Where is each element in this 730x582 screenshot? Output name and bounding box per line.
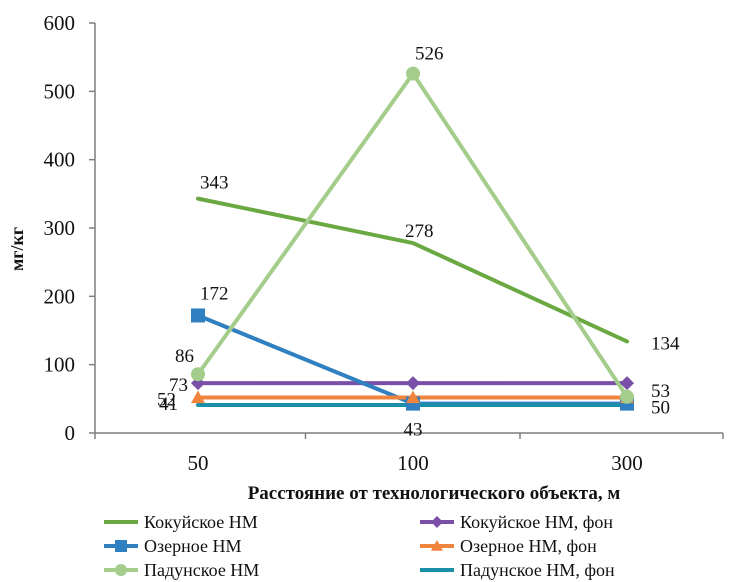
data-point-circle bbox=[115, 564, 127, 576]
data-point-circle bbox=[620, 389, 634, 404]
x-tick-label: 100 bbox=[397, 451, 429, 475]
data-label: 278 bbox=[405, 221, 434, 242]
y-tick-label: 300 bbox=[44, 216, 76, 240]
data-label: 43 bbox=[404, 420, 423, 441]
y-tick-label: 200 bbox=[44, 284, 76, 308]
series-line bbox=[196, 313, 629, 406]
x-tick-label: 50 bbox=[188, 451, 209, 475]
series-line bbox=[196, 196, 629, 344]
data-point-square bbox=[191, 308, 205, 323]
y-tick-label: 600 bbox=[44, 11, 76, 35]
data-label: 526 bbox=[415, 44, 444, 65]
data-point-diamond bbox=[406, 376, 420, 391]
data-label: 52 bbox=[157, 389, 176, 410]
legend-item: Кокуйское НМ bbox=[104, 512, 258, 532]
data-point-circle bbox=[406, 66, 420, 81]
y-tick-label: 100 bbox=[44, 353, 76, 377]
legend: Кокуйское НМ Кокуйское НМ, фон Озерное НМ О… bbox=[104, 512, 615, 580]
legend-label: Падунское НМ bbox=[144, 560, 259, 580]
y-tick-label: 500 bbox=[44, 79, 76, 103]
y-ticks: 0 100 200 300 400 500 600 bbox=[44, 11, 95, 445]
data-label: 86 bbox=[175, 346, 194, 367]
legend-item: Падунское НМ, фон bbox=[420, 560, 615, 580]
axes: 0 100 200 300 400 500 600 50 100 300 bbox=[44, 11, 724, 475]
data-label: 343 bbox=[200, 173, 229, 194]
legend-item: Озерное НМ, фон bbox=[420, 536, 597, 556]
legend-label: Озерное НМ bbox=[144, 536, 241, 556]
legend-label: Кокуйское НМ bbox=[144, 512, 258, 532]
y-axis-title: мг/кг bbox=[7, 227, 27, 271]
data-label: 73 bbox=[169, 375, 188, 396]
x-ticks: 50 100 300 bbox=[94, 433, 724, 475]
data-point-diamond bbox=[431, 516, 443, 528]
data-label: 41 bbox=[159, 394, 178, 415]
data-point-square bbox=[115, 540, 127, 552]
data-point-triangle bbox=[431, 540, 443, 551]
data-point-diamond bbox=[620, 376, 634, 391]
legend-item: Кокуйское НМ, фон bbox=[420, 512, 613, 532]
data-point-triangle bbox=[406, 390, 420, 404]
data-label: 50 bbox=[651, 397, 670, 418]
data-point-triangle bbox=[191, 390, 205, 404]
legend-item: Озерное НМ bbox=[104, 536, 241, 556]
legend-label: Озерное НМ, фон bbox=[460, 536, 597, 556]
data-point-circle bbox=[191, 367, 205, 382]
x-tick-label: 300 bbox=[611, 451, 643, 475]
data-label: 134 bbox=[651, 333, 680, 354]
y-tick-label: 0 bbox=[65, 421, 76, 445]
data-labels: 343 278 134 73 53 172 43 52 50 86 526 41 bbox=[157, 44, 680, 441]
data-label: 53 bbox=[651, 381, 670, 402]
data-label: 172 bbox=[200, 283, 229, 304]
legend-label: Кокуйское НМ, фон bbox=[460, 512, 613, 532]
legend-item: Падунское НМ bbox=[104, 560, 259, 580]
x-axis-title: Расстояние от технологического объекта, … bbox=[248, 483, 621, 504]
y-tick-label: 400 bbox=[44, 148, 76, 172]
legend-label: Падунское НМ, фон bbox=[460, 560, 615, 580]
series-markers bbox=[191, 66, 634, 411]
